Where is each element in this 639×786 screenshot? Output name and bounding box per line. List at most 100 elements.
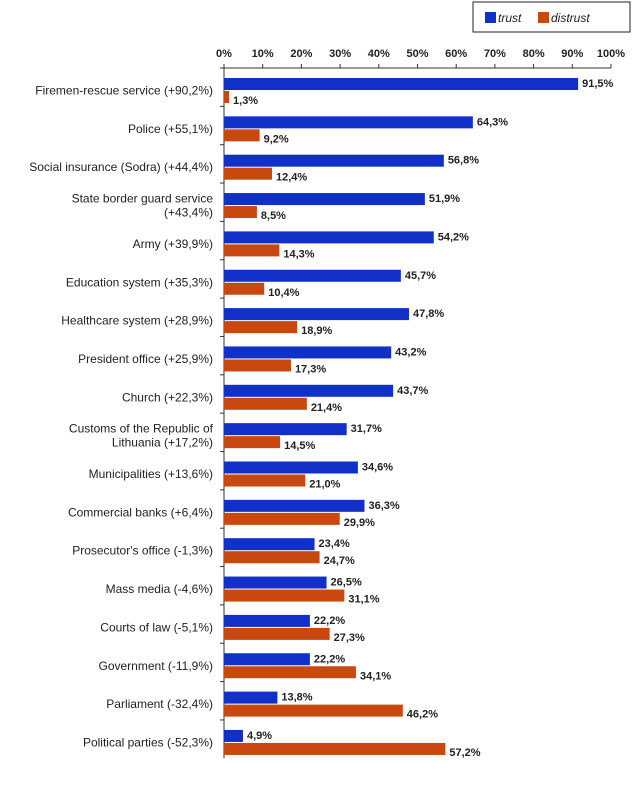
category-label: Church (+22,3%) — [122, 390, 213, 404]
category-label: Political parties (-52,3%) — [83, 735, 213, 749]
data-label-trust: 31,7% — [351, 423, 382, 435]
legend-swatch-trust — [485, 12, 496, 23]
data-label-trust: 43,2% — [395, 346, 426, 358]
data-label-trust: 54,2% — [438, 231, 469, 243]
category-label: Municipalities (+13,6%) — [89, 467, 213, 481]
bar-distrust — [224, 474, 306, 487]
bar-trust — [224, 78, 579, 90]
bar-distrust — [224, 551, 320, 564]
category-label: Social insurance (Sodra) (+44,4%) — [29, 160, 213, 174]
data-label-distrust: 21,4% — [311, 402, 342, 414]
data-label-distrust: 1,3% — [233, 95, 258, 107]
data-label-distrust: 21,0% — [309, 479, 340, 491]
bar-distrust — [224, 321, 298, 334]
category-label: Mass media (-4,6%) — [106, 582, 213, 596]
data-label-trust: 56,8% — [448, 155, 479, 167]
data-label-trust: 26,5% — [331, 577, 362, 589]
data-label-distrust: 29,9% — [344, 517, 375, 529]
data-label-distrust: 14,3% — [283, 248, 314, 260]
data-label-distrust: 12,4% — [276, 172, 307, 184]
data-label-distrust: 46,2% — [407, 709, 438, 721]
category-label: Army (+39,9%) — [133, 237, 213, 251]
category-label: State border guard service — [72, 192, 214, 206]
data-label-trust: 34,6% — [362, 462, 393, 474]
x-tick-label: 80% — [523, 48, 545, 60]
data-label-distrust: 18,9% — [301, 325, 332, 337]
data-label-distrust: 14,5% — [284, 440, 315, 452]
category-label: Prosecutor's office (-1,3%) — [72, 544, 213, 558]
bar-trust — [224, 269, 401, 282]
x-tick-label: 50% — [406, 48, 428, 60]
category-label: Commercial banks (+6,4%) — [68, 505, 213, 519]
data-label-trust: 13,8% — [281, 692, 312, 704]
bar-distrust — [224, 359, 291, 372]
category-label: Courts of law (-5,1%) — [100, 620, 213, 634]
bar-trust — [224, 461, 358, 474]
data-label-trust: 43,7% — [397, 385, 428, 397]
x-tick-label: 70% — [484, 48, 506, 60]
data-label-trust: 51,9% — [429, 193, 460, 205]
x-tick-label: 10% — [252, 48, 274, 60]
x-tick-label: 30% — [329, 48, 351, 60]
data-label-trust: 64,3% — [477, 116, 508, 128]
data-label-distrust: 17,3% — [295, 363, 326, 375]
bar-trust — [224, 193, 425, 206]
data-label-distrust: 57,2% — [449, 747, 480, 759]
bar-trust — [224, 346, 392, 359]
data-label-distrust: 10,4% — [268, 287, 299, 299]
bar-distrust — [224, 167, 272, 180]
data-label-distrust: 24,7% — [324, 555, 355, 567]
bar-distrust — [224, 206, 257, 219]
data-label-trust: 23,4% — [319, 538, 350, 550]
data-label-distrust: 27,3% — [334, 632, 365, 644]
category-label: Parliament (-32,4%) — [106, 697, 213, 711]
bar-trust — [224, 653, 310, 666]
category-label: Firemen-rescue service (+90,2%) — [35, 84, 213, 98]
legend-box — [472, 1, 631, 33]
data-label-trust: 22,2% — [314, 615, 345, 627]
category-label: (+43,4%) — [164, 206, 213, 220]
data-label-trust: 91,5% — [582, 78, 613, 90]
legend-label-distrust: distrust — [551, 11, 590, 25]
category-label: President office (+25,9%) — [78, 352, 213, 366]
data-label-distrust: 31,1% — [348, 594, 379, 606]
category-label: Lithuania (+17,2%) — [112, 436, 213, 450]
bar-distrust — [224, 704, 403, 717]
category-label: Government (-11,9%) — [99, 659, 214, 673]
x-tick-label: 90% — [561, 48, 583, 60]
x-tick-label: 100% — [597, 48, 625, 60]
bar-distrust — [224, 244, 280, 257]
bar-trust — [224, 423, 347, 436]
x-tick-label: 20% — [290, 48, 312, 60]
bar-distrust — [224, 589, 345, 602]
bar-distrust — [224, 397, 307, 410]
bar-trust — [224, 231, 434, 244]
bar-distrust — [224, 512, 340, 525]
x-tick-label: 0% — [216, 48, 232, 60]
category-label: Customs of the Republic of — [69, 422, 214, 436]
bar-distrust — [224, 627, 330, 640]
data-label-distrust: 9,2% — [264, 133, 289, 145]
bar-distrust — [224, 129, 260, 142]
bar-distrust — [224, 282, 265, 295]
bar-distrust — [224, 666, 356, 679]
legend-label-trust: trust — [498, 11, 522, 25]
data-label-trust: 45,7% — [405, 270, 436, 282]
x-tick-label: 60% — [445, 48, 467, 60]
category-label: Police (+55,1%) — [128, 122, 213, 136]
x-tick-label: 40% — [368, 48, 390, 60]
bar-trust — [224, 116, 473, 129]
bar-distrust — [224, 91, 230, 103]
bar-trust — [224, 691, 278, 704]
data-label-trust: 47,8% — [413, 308, 444, 320]
legend-swatch-distrust — [538, 12, 549, 23]
bar-trust — [224, 154, 444, 167]
data-label-trust: 22,2% — [314, 653, 345, 665]
category-label: Education system (+35,3%) — [66, 275, 213, 289]
bar-trust — [224, 614, 310, 627]
bar-distrust — [224, 436, 281, 449]
data-label-trust: 4,9% — [247, 730, 272, 742]
data-label-distrust: 8,5% — [261, 210, 286, 222]
